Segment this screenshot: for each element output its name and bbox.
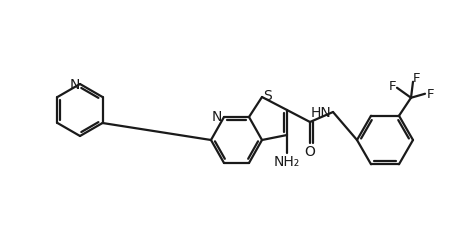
Text: N: N bbox=[212, 110, 222, 124]
Text: F: F bbox=[388, 80, 396, 93]
Text: N: N bbox=[70, 78, 80, 92]
Text: S: S bbox=[263, 89, 271, 103]
Text: NH₂: NH₂ bbox=[274, 155, 300, 169]
Text: HN: HN bbox=[311, 106, 332, 120]
Text: F: F bbox=[413, 72, 421, 85]
Text: O: O bbox=[305, 145, 315, 159]
Text: F: F bbox=[426, 88, 434, 101]
